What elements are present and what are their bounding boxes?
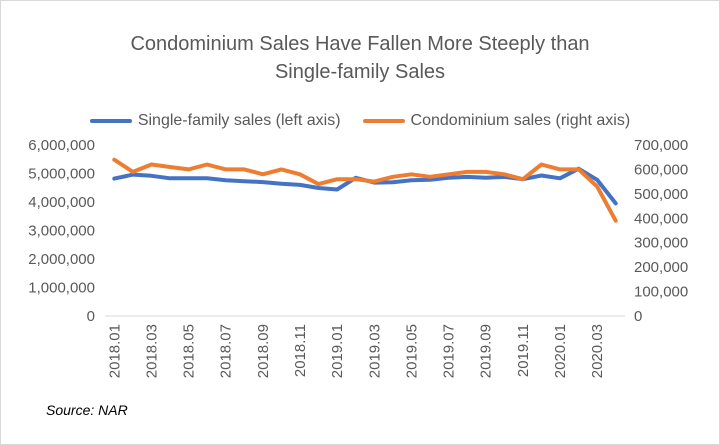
x-axis-tick-label: 2020.03 [589,324,606,378]
single-family-sales-line [112,166,618,206]
x-axis-tick-label: 2019.03 [366,324,383,378]
tick-label-layer: 0 1,000,000 2,000,000 3,000,000 4,000,000 5,0… [28,137,688,378]
right-axis-tick-label: 500,000 [634,186,688,203]
x-axis-tick-label: 2019.05 [403,324,420,378]
legend-item-single-family: Single-family sales (left axis) [89,112,341,130]
x-axis-tick-label: 2018.09 [255,324,272,378]
x-axis-tick-label: 2018.07 [218,324,235,378]
x-axis-tick-label: 2019.11 [515,324,532,377]
x-axis-tick-label: 2018.05 [181,324,198,378]
right-axis-tick-label: 300,000 [634,235,688,252]
x-axis-tick-label: 2018.01 [106,324,123,378]
right-axis-tick-label: 600,000 [634,161,688,178]
right-axis-tick-label: 100,000 [634,284,688,301]
x-axis-tick-label: 2018.03 [143,324,160,378]
chart-title-line-2: Single-family Sales [274,61,446,83]
x-axis-tick-label: 2019.07 [441,324,458,378]
legend-label-single-family: Single-family sales (left axis) [137,112,341,129]
right-axis-tick-label: 0 [634,308,642,325]
left-axis-tick-label: 3,000,000 [28,223,95,240]
chart-title: Condominium Sales Have Fallen More Steep… [0,30,720,86]
source-note: Source: NAR [46,402,128,418]
left-axis-tick-label: 0 [87,308,95,325]
series-layer [112,157,618,223]
right-axis-tick-label: 400,000 [634,210,688,227]
legend-swatch-single-family [89,119,132,123]
right-axis-tick-label: 700,000 [634,137,688,154]
x-axis-tick-label: 2019.09 [478,324,495,378]
left-axis-tick-label: 1,000,000 [28,280,95,297]
left-axis-tick-label: 5,000,000 [28,166,95,183]
chart-legend: Single-family sales (left axis) Condomin… [0,108,720,134]
x-axis-tick-label: 2020.01 [552,324,569,378]
condominium-sales-line [112,157,618,223]
right-axis-tick-label: 200,000 [634,259,688,276]
legend-label-condo: Condominium sales (right axis) [410,112,631,129]
left-axis-tick-label: 4,000,000 [28,194,95,211]
x-axis-tick-label: 2018.11 [292,324,309,377]
chart-title-line-1: Condominium Sales Have Fallen More Steep… [130,33,590,55]
legend-swatch-condo [362,119,405,123]
left-axis-tick-label: 2,000,000 [28,251,95,268]
legend-item-condo: Condominium sales (right axis) [362,112,631,130]
x-axis-tick-label: 2019.01 [329,324,346,378]
left-axis-tick-label: 6,000,000 [28,137,95,154]
